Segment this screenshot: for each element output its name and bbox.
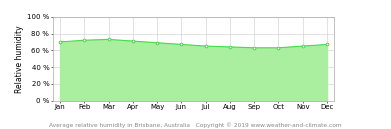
Text: Average relative humidity in Brisbane, Australia   Copyright © 2019 www.weather-: Average relative humidity in Brisbane, A…: [49, 122, 342, 128]
Y-axis label: Relative humidity: Relative humidity: [15, 25, 24, 92]
